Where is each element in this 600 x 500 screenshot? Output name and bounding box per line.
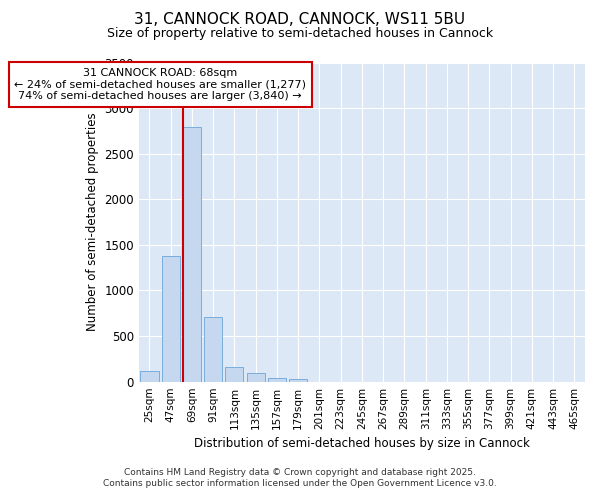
Bar bbox=[183, 127, 201, 382]
Bar bbox=[226, 366, 244, 382]
Bar bbox=[204, 317, 222, 382]
Text: Contains HM Land Registry data © Crown copyright and database right 2025.
Contai: Contains HM Land Registry data © Crown c… bbox=[103, 468, 497, 487]
X-axis label: Distribution of semi-detached houses by size in Cannock: Distribution of semi-detached houses by … bbox=[194, 437, 530, 450]
Bar bbox=[268, 378, 286, 382]
Bar bbox=[289, 379, 307, 382]
Y-axis label: Number of semi-detached properties: Number of semi-detached properties bbox=[86, 113, 99, 332]
Bar bbox=[161, 256, 180, 382]
Text: 31, CANNOCK ROAD, CANNOCK, WS11 5BU: 31, CANNOCK ROAD, CANNOCK, WS11 5BU bbox=[134, 12, 466, 28]
Bar bbox=[140, 370, 158, 382]
Bar bbox=[247, 374, 265, 382]
Text: Size of property relative to semi-detached houses in Cannock: Size of property relative to semi-detach… bbox=[107, 28, 493, 40]
Text: 31 CANNOCK ROAD: 68sqm
← 24% of semi-detached houses are smaller (1,277)
74% of : 31 CANNOCK ROAD: 68sqm ← 24% of semi-det… bbox=[14, 68, 306, 101]
